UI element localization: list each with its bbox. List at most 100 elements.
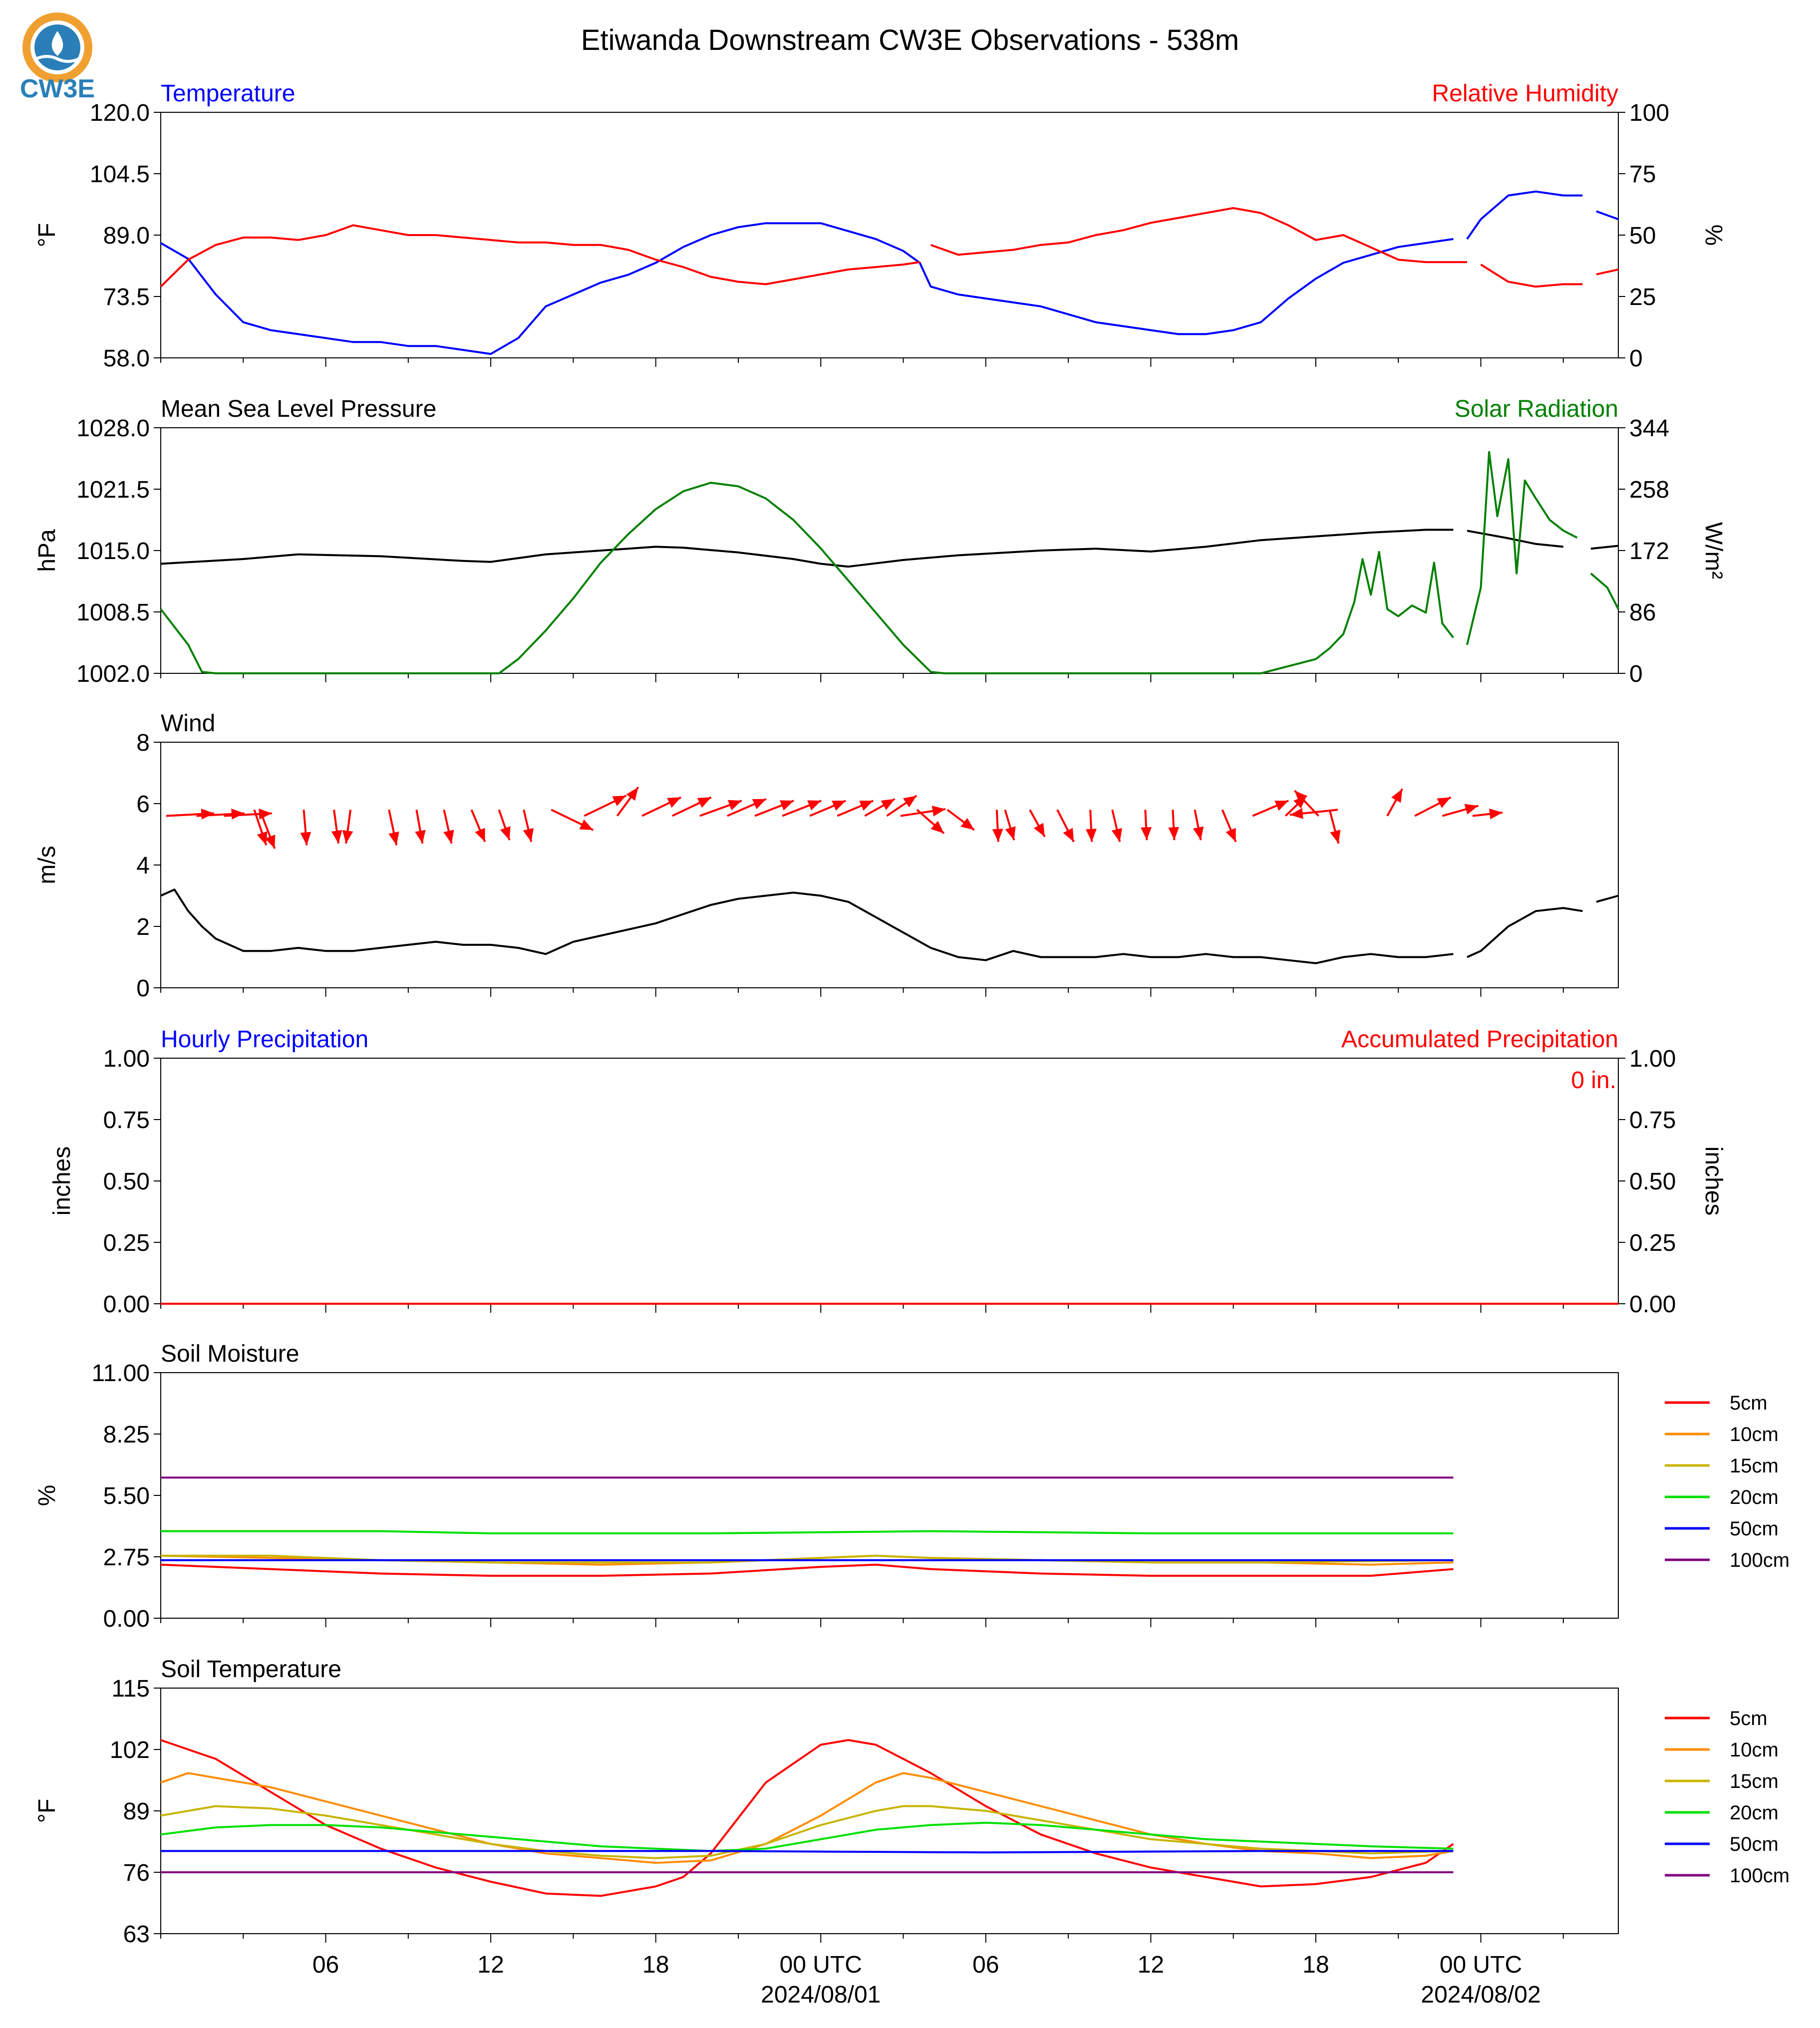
series-line-solar-radiation	[160, 482, 1454, 674]
series-line-mean-sea-level-pressure	[160, 529, 1454, 568]
y-tick-label: 8	[136, 730, 150, 756]
y-tick-label: 76	[123, 1860, 150, 1886]
series-line-50cm	[161, 1850, 1454, 1854]
wind-arrowhead	[992, 829, 1003, 842]
y-tick-label-right: 0.00	[1629, 1291, 1676, 1318]
panels-group: 120.0 104.5 89.0 73.5 58.0 100 75 50 25 0 Temperat…	[34, 80, 1790, 2008]
y-tick-label: 58.0	[103, 345, 150, 372]
panel-soil_temp: 115 102 89 76 63 Soil Temperature °F 5cm 10cm 15c…	[34, 1656, 1790, 2008]
series-line-mean-sea-level-pressure	[1590, 545, 1619, 550]
wind-arrowhead	[1225, 828, 1236, 842]
series-line-solar-radiation	[1590, 573, 1619, 610]
wind-arrowhead	[1437, 797, 1451, 808]
series-line-15cm	[160, 1805, 1454, 1859]
wind-arrowhead	[667, 797, 681, 808]
logo-drop-icon	[51, 31, 63, 56]
x-tick-label: 00 UTC	[1440, 1952, 1522, 1978]
x-date-label: 2024/08/02	[1421, 1982, 1540, 2008]
y-tick-label: 4	[136, 853, 150, 879]
panel-title-left: Mean Sea Level Pressure	[161, 396, 436, 422]
legend-label: 100cm	[1730, 1549, 1790, 1571]
y-tick-label: 6	[136, 791, 150, 818]
legend-label: 5cm	[1730, 1392, 1768, 1414]
series-line-relative-humidity	[1480, 264, 1583, 288]
y-tick-label: 89	[123, 1798, 150, 1825]
y-axis-label: inches	[49, 1147, 75, 1216]
y-tick-label: 2	[136, 914, 150, 940]
y-tick-label-right: 86	[1629, 599, 1656, 626]
legend-label: 5cm	[1730, 1708, 1768, 1730]
y-tick-label: 73.5	[103, 284, 150, 310]
y-tick-label-right: 25	[1629, 284, 1656, 310]
y-tick-label: 8.25	[103, 1422, 150, 1448]
wind-arrowhead	[752, 799, 766, 810]
y-axis-label: m/s	[34, 846, 60, 884]
panel-frame	[160, 742, 1619, 988]
series-line-15cm	[161, 1554, 1454, 1564]
wind-arrowhead	[201, 808, 215, 820]
wind-arrowhead	[500, 826, 511, 841]
panel-title-left: Temperature	[161, 80, 295, 107]
y-tick-label-right: 0.75	[1629, 1107, 1676, 1134]
wind-arrowhead	[300, 832, 311, 846]
figure-title: Etiwanda Downstream CW3E Observations - …	[581, 24, 1239, 56]
wind-arrowhead	[626, 787, 638, 801]
y-tick-label: 1015.0	[76, 538, 150, 565]
y-tick-label: 0.25	[103, 1230, 150, 1256]
series-line-wind	[160, 888, 1454, 964]
wind-arrowhead	[903, 796, 917, 808]
panel-title-left: Wind	[161, 710, 215, 737]
wind-arrowhead	[257, 831, 268, 846]
wind-arrowhead	[1033, 823, 1045, 837]
series-line-relative-humidity	[160, 224, 920, 288]
wind-arrowhead	[265, 835, 276, 849]
wind-arrowhead	[931, 806, 946, 817]
wind-arrowhead	[1086, 829, 1097, 842]
wind-arrowhead	[443, 830, 454, 844]
panel-wind: 8 6 4 2 0 Wind m/s	[34, 710, 1619, 1002]
legend-label: 20cm	[1730, 1802, 1779, 1824]
series-line-10cm	[160, 1772, 1454, 1864]
cw3e-logo: CW3E	[20, 12, 95, 103]
panel-title-right: Solar Radiation	[1455, 396, 1618, 422]
y-tick-label: 0.00	[103, 1606, 150, 1632]
wind-arrowhead	[780, 800, 794, 811]
panel-title-right: Relative Humidity	[1432, 80, 1618, 107]
wind-arrowhead	[1141, 827, 1152, 841]
series-line-wind	[1596, 894, 1619, 903]
panel-title-right: Accumulated Precipitation	[1341, 1026, 1618, 1053]
y-tick-label: 0.75	[103, 1107, 150, 1134]
y-tick-label-right: 172	[1629, 538, 1669, 565]
wind-arrowhead	[1005, 826, 1016, 841]
x-tick-label: 12	[1138, 1952, 1164, 1978]
wind-arrowhead	[579, 819, 594, 830]
series-line-temperature	[1596, 210, 1619, 221]
y-tick-label: 115	[111, 1676, 150, 1702]
y-tick-label: 5.50	[103, 1483, 150, 1509]
y-tick-label-right: 0.25	[1629, 1230, 1676, 1256]
wind-arrowhead	[475, 828, 485, 842]
wind-arrowhead	[1111, 828, 1123, 842]
wind-arrowhead	[342, 830, 353, 844]
wind-arrowhead	[523, 828, 534, 842]
wind-arrowhead	[727, 800, 742, 811]
wind-arrowhead	[1274, 801, 1289, 811]
y-tick-label: 0	[136, 975, 150, 1002]
legend-label: 15cm	[1730, 1455, 1779, 1477]
panel-frame	[160, 427, 1619, 674]
logo-wave-icon	[35, 55, 80, 63]
y-axis-label-right: W/m²	[1700, 522, 1727, 579]
panel-temp_rh: 120.0 104.5 89.0 73.5 58.0 100 75 50 25 0 Temperat…	[34, 80, 1727, 372]
wind-arrowhead	[1193, 826, 1204, 841]
x-tick-label: 18	[1302, 1952, 1329, 1978]
wind-arrowhead	[832, 801, 846, 811]
y-tick-label-right: 344	[1629, 415, 1669, 442]
y-axis-label: %	[34, 1485, 60, 1506]
y-tick-label-right: 0	[1629, 345, 1643, 372]
panel-frame	[160, 112, 1619, 358]
panel-frame	[160, 1372, 1619, 1619]
wind-arrowhead	[331, 830, 342, 844]
legend-label: 20cm	[1730, 1486, 1779, 1508]
x-tick-label: 00 UTC	[780, 1952, 862, 1978]
